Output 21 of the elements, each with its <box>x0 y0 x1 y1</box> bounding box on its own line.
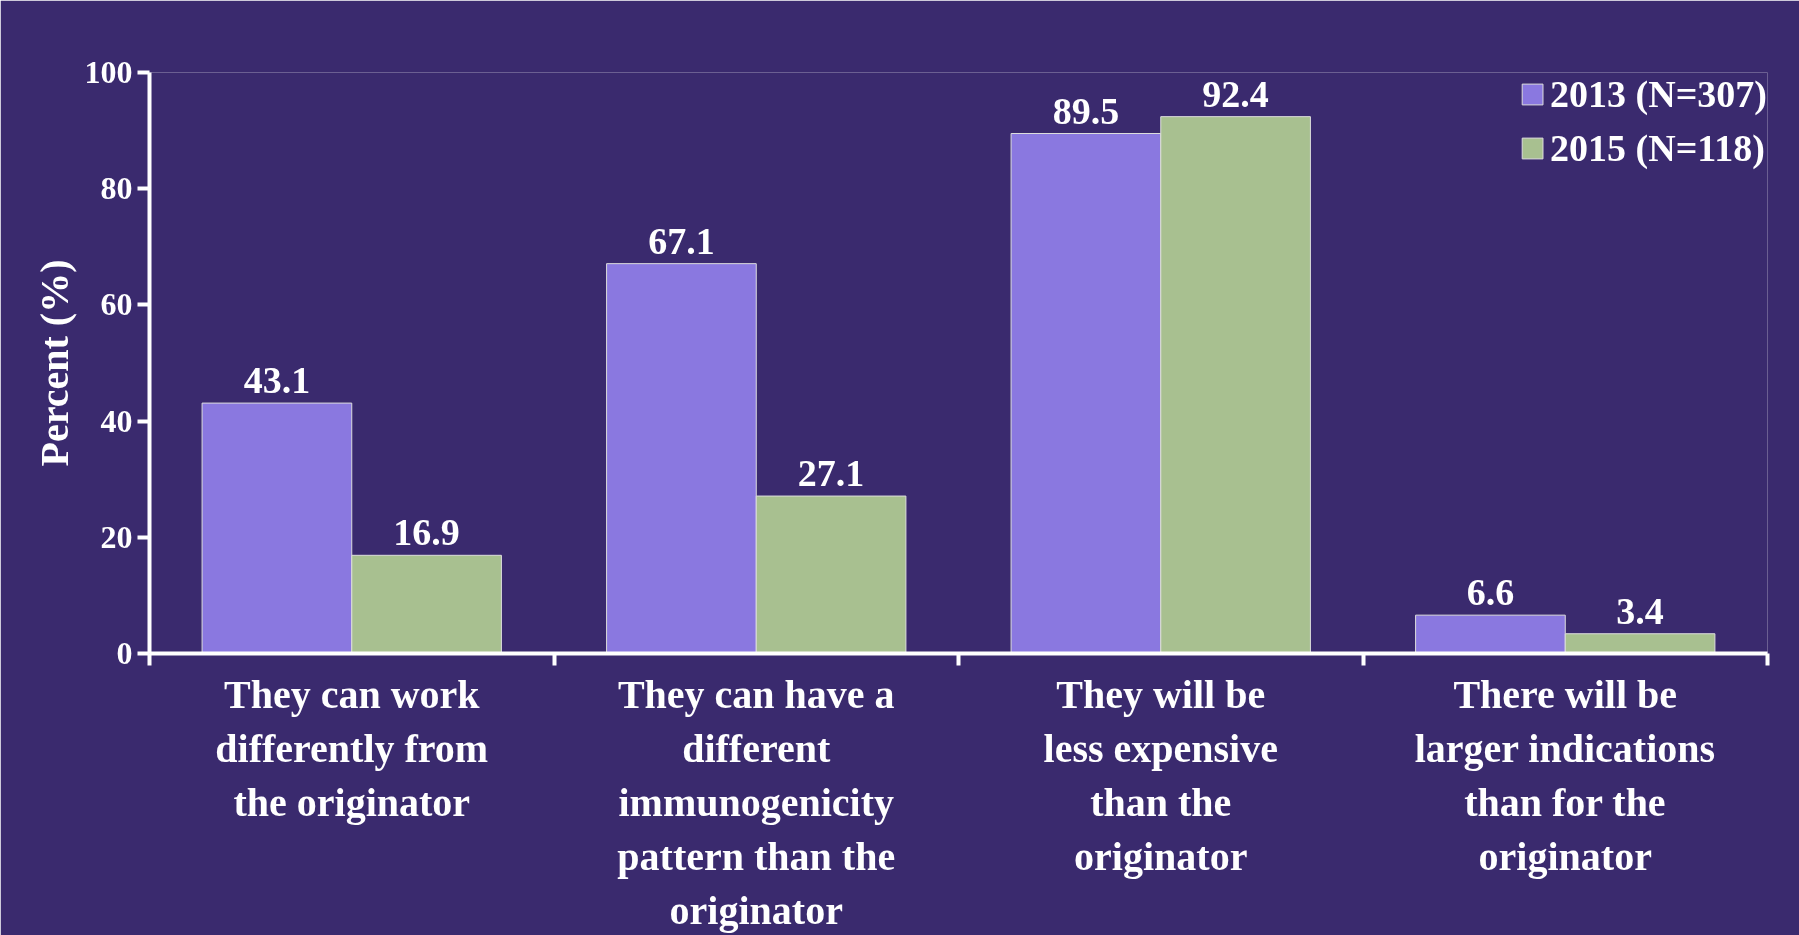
y-tick-label: 60 <box>100 286 133 323</box>
y-tick-label: 40 <box>100 402 133 439</box>
data-label: 3.4 <box>1616 589 1664 632</box>
x-tick-label: They can have a different immunogenicity pattern than the originator <box>617 671 896 933</box>
x-tick-label: They will be less expensive than the originator <box>1043 671 1278 879</box>
data-label: 67.1 <box>648 219 715 262</box>
data-label: 92.4 <box>1202 72 1269 115</box>
data-label: 43.1 <box>243 359 311 402</box>
y-tick-label: 100 <box>84 54 133 90</box>
data-label: 6.6 <box>1466 571 1515 614</box>
x-tick-label: There will be larger indications than for the originator <box>1414 671 1716 879</box>
x-tick-label: They can work differently from the originator <box>215 671 489 825</box>
legend-label: 2015 (N=118) <box>1550 126 1765 170</box>
y-tick-label: 20 <box>100 518 133 555</box>
data-label: 27.1 <box>797 452 865 495</box>
data-label: 89.5 <box>1052 89 1120 132</box>
legend-label: 2013 (N=307) <box>1550 72 1767 116</box>
data-label: 16.9 <box>393 511 460 554</box>
y-tick-label: 0 <box>116 635 133 671</box>
y-tick-label: 80 <box>100 170 133 207</box>
y-axis-title: Percent (%) <box>31 259 77 467</box>
